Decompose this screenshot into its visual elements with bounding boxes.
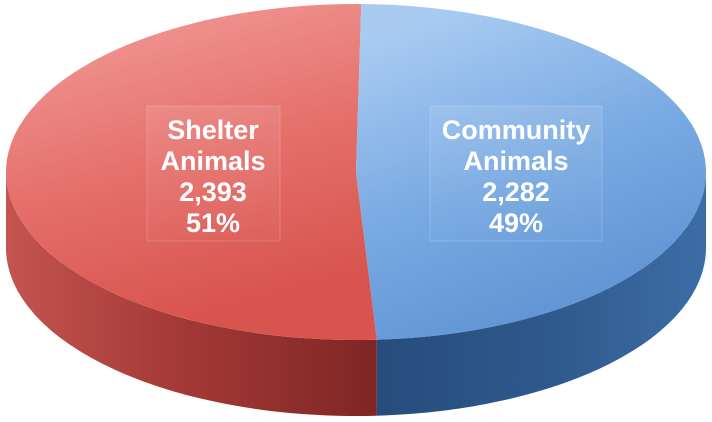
label-name-line-1: Shelter	[167, 115, 259, 145]
label-name-line-1: Community	[442, 115, 591, 145]
label-box	[429, 105, 603, 242]
slice-side-community-animals	[376, 172, 706, 416]
label-name-line-2: Animals	[160, 146, 265, 176]
slice-side-shelter-animals	[6, 172, 377, 416]
label-value: 2,393	[179, 177, 247, 207]
label-name-line-2: Animals	[463, 146, 568, 176]
label-value: 2,282	[482, 177, 550, 207]
label-box	[146, 105, 281, 242]
label-percent: 49%	[489, 208, 543, 238]
label-percent: 51%	[186, 208, 240, 238]
